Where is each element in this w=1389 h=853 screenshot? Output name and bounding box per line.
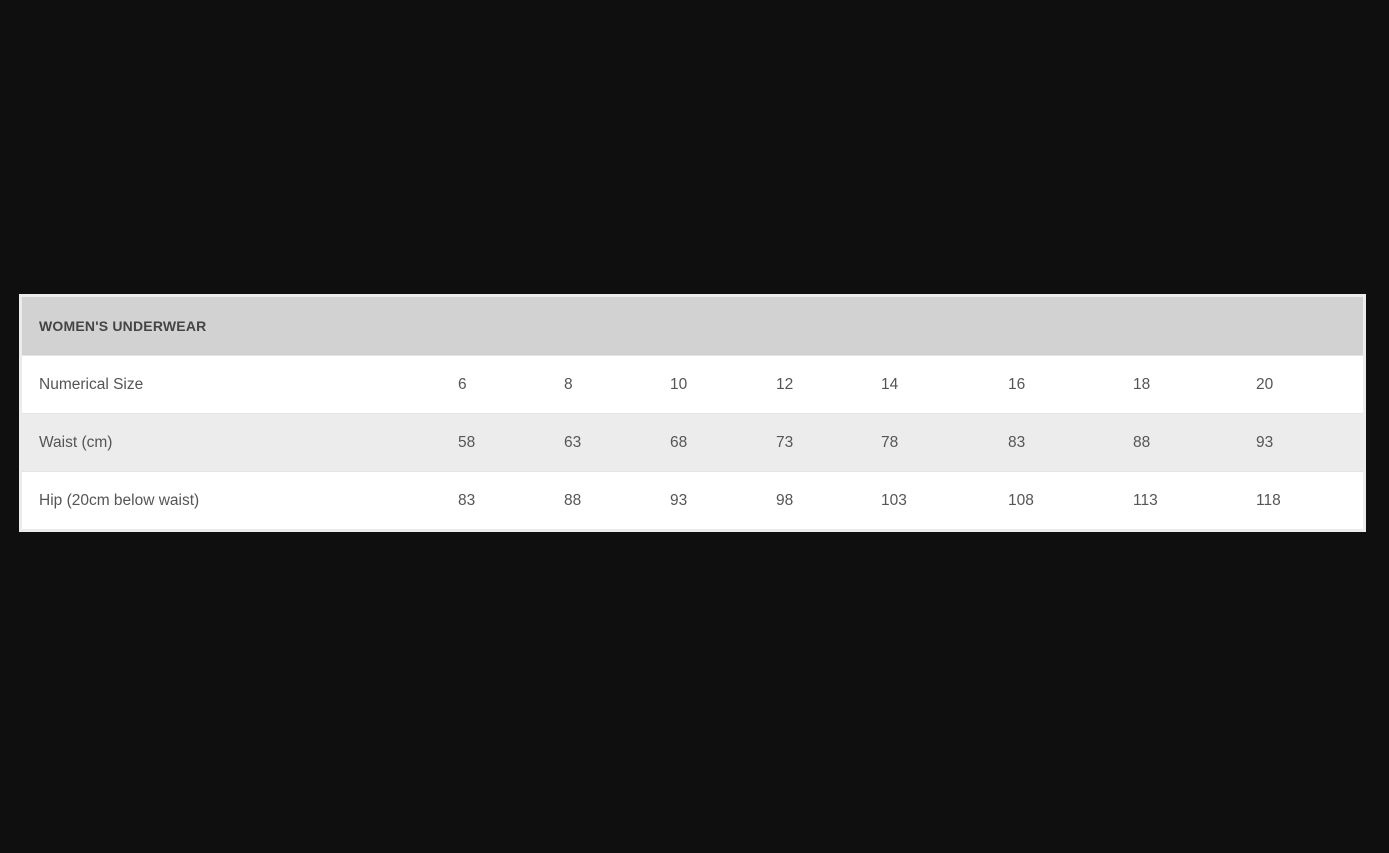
table-cell: 83 — [1008, 433, 1026, 451]
table-row: Hip (20cm below waist) 83 88 93 98 103 108 113 1… — [22, 471, 1363, 529]
table-cell: 20 — [1256, 375, 1274, 393]
table-cell: 73 — [776, 433, 794, 451]
table-cell: 18 — [1133, 375, 1151, 393]
table-cell: 63 — [564, 433, 582, 451]
table-cell: 14 — [881, 375, 899, 393]
table-cell: 68 — [670, 433, 688, 451]
table-cell: 113 — [1133, 491, 1158, 509]
row-label: Hip (20cm below waist) — [39, 491, 200, 509]
table-row: Numerical Size 6 8 10 12 14 16 18 20 — [22, 355, 1363, 413]
table-cell: 16 — [1008, 375, 1026, 393]
row-label: Waist (cm) — [39, 433, 113, 451]
table-cell: 88 — [564, 491, 582, 509]
table-cell: 98 — [776, 491, 794, 509]
table-title: WOMEN'S UNDERWEAR — [22, 297, 1363, 355]
table-cell: 93 — [1256, 433, 1274, 451]
table-cell: 108 — [1008, 491, 1034, 509]
table-cell: 93 — [670, 491, 688, 509]
table-cell: 12 — [776, 375, 794, 393]
table-cell: 83 — [458, 491, 476, 509]
table-cell: 8 — [564, 375, 573, 393]
row-label: Numerical Size — [39, 375, 144, 393]
table-cell: 118 — [1256, 491, 1281, 509]
table-cell: 78 — [881, 433, 899, 451]
table-cell: 6 — [458, 375, 467, 393]
table-cell: 88 — [1133, 433, 1151, 451]
table-cell: 58 — [458, 433, 476, 451]
table-cell: 103 — [881, 491, 907, 509]
table-cell: 10 — [670, 375, 688, 393]
size-chart-table: WOMEN'S UNDERWEAR Numerical Size 6 8 10 12 14… — [19, 294, 1366, 532]
table-row: Waist (cm) 58 63 68 73 78 83 88 93 — [22, 413, 1363, 471]
